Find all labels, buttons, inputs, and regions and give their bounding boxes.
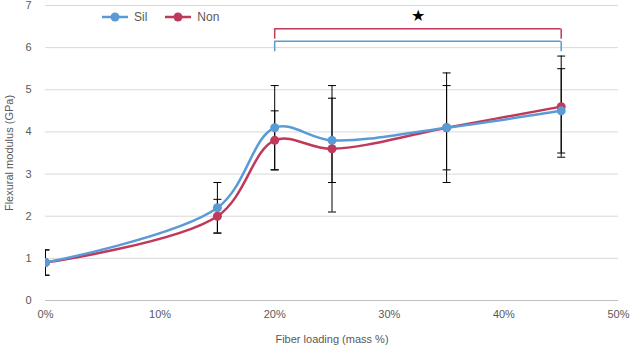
svg-text:0%: 0%	[38, 308, 54, 320]
svg-text:50%: 50%	[607, 308, 629, 320]
svg-text:2: 2	[25, 210, 31, 222]
svg-text:★: ★	[411, 7, 425, 24]
svg-text:7: 7	[25, 0, 31, 11]
svg-text:10%: 10%	[149, 308, 171, 320]
svg-text:Flexural modulus (GPa): Flexural modulus (GPa)	[3, 95, 15, 211]
svg-text:4: 4	[25, 125, 31, 137]
svg-text:5: 5	[25, 83, 31, 95]
svg-text:30%: 30%	[378, 308, 400, 320]
html-text:Non: Non	[197, 10, 220, 24]
svg-text:Fiber loading (mass %): Fiber loading (mass %)	[275, 333, 388, 345]
svg-text:20%: 20%	[264, 308, 286, 320]
svg-text:3: 3	[25, 168, 31, 180]
html-text:Sil: Sil	[134, 10, 148, 24]
svg-text:40%: 40%	[493, 308, 515, 320]
svg-text:6: 6	[25, 41, 31, 53]
svg-text:1: 1	[25, 252, 31, 264]
svg-text:0: 0	[25, 294, 31, 306]
